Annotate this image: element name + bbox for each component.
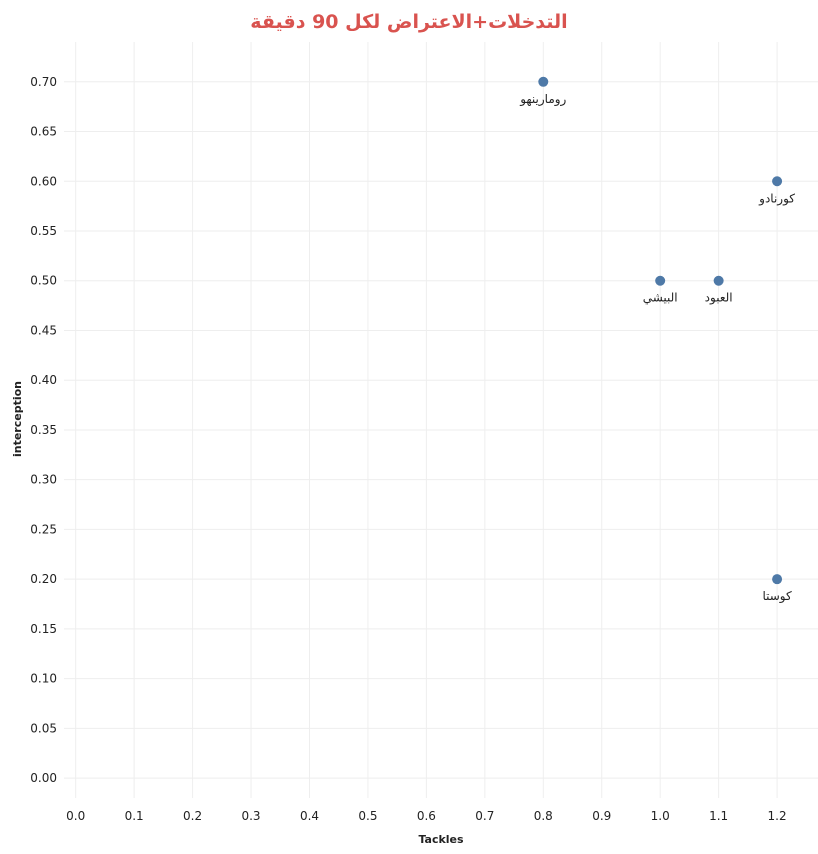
x-tick-label: 1.0 (651, 809, 670, 823)
x-tick-label: 0.0 (66, 809, 85, 823)
x-tick-label: 1.2 (768, 809, 787, 823)
y-axis-title: interception (11, 381, 24, 457)
point-label: العبود (705, 291, 733, 306)
x-tick-label: 1.1 (709, 809, 728, 823)
y-tick-label: 0.15 (30, 622, 57, 636)
x-tick-label: 0.1 (125, 809, 144, 823)
y-tick-label: 0.35 (30, 423, 57, 437)
y-tick-label: 0.05 (30, 721, 57, 735)
point-label: كورنادو (758, 191, 795, 206)
scatter-point (655, 275, 666, 286)
scatter-point (772, 574, 783, 585)
scatter-point (713, 275, 724, 286)
point-label: البيشي (643, 291, 678, 305)
x-tick-label: 0.8 (534, 809, 553, 823)
y-tick-label: 0.70 (30, 75, 57, 89)
y-tick-label: 0.20 (30, 572, 57, 586)
x-axis-ticks: 0.0 0.1 0.2 0.3 0.4 0.5 0.6 0.7 0.8 0.9 1.0 1.1 1.2 (66, 809, 786, 823)
y-tick-label: 0.60 (30, 174, 57, 188)
x-tick-label: 0.3 (241, 809, 260, 823)
y-tick-label: 0.10 (30, 672, 57, 686)
points-layer: رومارينهو كورنادو البيشي العبود كوستا (519, 76, 795, 604)
scatter-point (772, 176, 783, 187)
y-tick-label: 0.30 (30, 473, 57, 487)
y-tick-label: 0.45 (30, 323, 57, 337)
y-tick-label: 0.00 (30, 771, 57, 785)
y-axis-ticks: 0.00 0.05 0.10 0.15 0.20 0.25 0.30 0.35 0.40 0.45… (30, 75, 57, 785)
x-axis-title: Tackles (418, 833, 464, 846)
x-tick-label: 0.6 (417, 809, 436, 823)
y-tick-label: 0.65 (30, 125, 57, 139)
y-tick-label: 0.55 (30, 224, 57, 238)
x-tick-label: 0.7 (475, 809, 494, 823)
x-tick-label: 0.2 (183, 809, 202, 823)
y-tick-label: 0.40 (30, 373, 57, 387)
point-label: رومارينهو (519, 92, 566, 107)
x-tick-label: 0.4 (300, 809, 319, 823)
x-tick-label: 0.5 (358, 809, 377, 823)
grid-layer (64, 42, 818, 798)
y-tick-label: 0.25 (30, 522, 57, 536)
y-tick-label: 0.50 (30, 274, 57, 288)
point-label: كوستا (762, 589, 792, 604)
x-tick-label: 0.9 (592, 809, 611, 823)
scatter-point (538, 76, 549, 87)
chart-title: التدخلات+الاعتراض لكل 90 دقيقة (250, 11, 567, 33)
